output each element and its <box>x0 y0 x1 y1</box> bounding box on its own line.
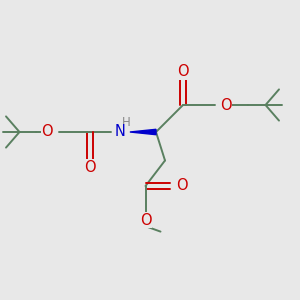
Polygon shape <box>130 129 156 135</box>
Text: O: O <box>84 160 96 175</box>
Text: H: H <box>122 116 130 129</box>
Text: O: O <box>41 124 53 140</box>
Text: O: O <box>140 213 151 228</box>
Text: O: O <box>220 98 232 112</box>
Text: O: O <box>176 178 188 194</box>
Text: N: N <box>115 124 125 140</box>
Text: O: O <box>177 64 189 79</box>
